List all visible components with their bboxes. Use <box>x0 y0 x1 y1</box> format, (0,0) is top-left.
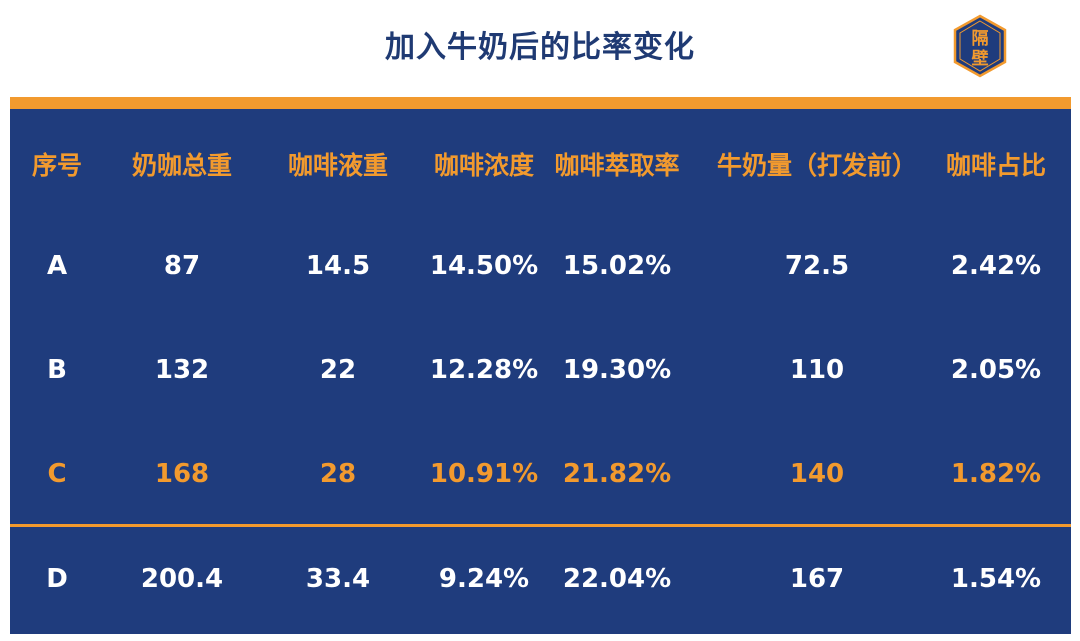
table-cell: 21.82% <box>562 459 672 489</box>
svg-text:壁: 壁 <box>972 48 989 69</box>
table-cell: 14.5 <box>305 251 371 281</box>
table-cell: 12.28% <box>429 355 539 385</box>
table-cell: 28 <box>319 459 357 489</box>
column-header: 咖啡萃取率 <box>554 151 680 180</box>
row-label: B <box>47 355 67 385</box>
table-cell: 15.02% <box>562 251 672 281</box>
table-cell: 22 <box>319 355 357 385</box>
table-cell: 168 <box>154 459 210 489</box>
brand-logo: 隔 壁 <box>952 14 1008 78</box>
row-divider <box>10 524 1071 527</box>
table-cell: 200.4 <box>140 564 224 594</box>
table-cell: 22.04% <box>562 564 672 594</box>
table-cell: 132 <box>154 355 210 385</box>
table-cell: 87 <box>163 251 201 281</box>
row-label: D <box>46 564 68 594</box>
data-table: 序号 奶咖总重 咖啡液重 咖啡浓度 咖啡萃取率 牛奶量（打发前） 咖啡占比 A 87 14.5 14… <box>10 97 1071 634</box>
table-cell: 1.54% <box>950 564 1042 594</box>
column-header: 奶咖总重 <box>131 151 233 180</box>
row-label: C <box>47 459 67 489</box>
table-cell: 14.50% <box>429 251 539 281</box>
row-label: A <box>46 251 68 281</box>
hexagon-seal-icon: 隔 壁 <box>953 14 1007 78</box>
table-cell: 33.4 <box>305 564 371 594</box>
table-cell: 140 <box>789 459 845 489</box>
column-header: 咖啡占比 <box>945 151 1047 180</box>
svg-text:隔: 隔 <box>972 29 989 49</box>
column-header: 序号 <box>31 151 83 180</box>
table-cell: 167 <box>789 564 845 594</box>
table-cell: 2.42% <box>950 251 1042 281</box>
table-cell: 10.91% <box>429 459 539 489</box>
table-cell: 9.24% <box>438 564 530 594</box>
table-cell: 1.82% <box>950 459 1042 489</box>
table-cell: 110 <box>789 355 845 385</box>
table-cell: 72.5 <box>784 251 850 281</box>
table-cell: 19.30% <box>562 355 672 385</box>
column-header: 牛奶量（打发前） <box>716 151 918 180</box>
table-cell: 2.05% <box>950 355 1042 385</box>
page-title: 加入牛奶后的比率变化 <box>385 30 695 65</box>
column-header: 咖啡浓度 <box>433 151 535 180</box>
column-header: 咖啡液重 <box>287 151 389 180</box>
